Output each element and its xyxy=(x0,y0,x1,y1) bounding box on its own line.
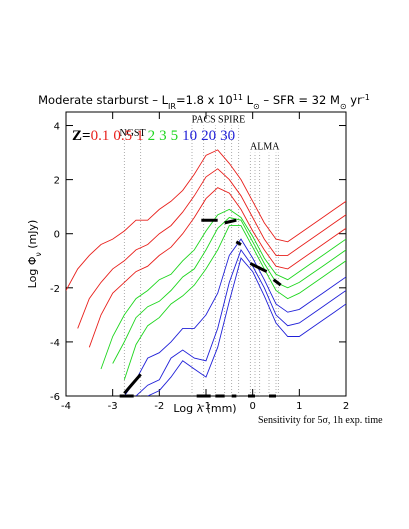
sed-curve xyxy=(100,208,346,370)
y-tick-label: 0 xyxy=(54,230,60,241)
x-tick-label: -2 xyxy=(154,401,164,412)
footnote: Sensitivity for 5σ, 1h exp. time xyxy=(258,415,383,426)
sensitivity-segment xyxy=(123,373,142,395)
y-tick-label: 2 xyxy=(54,176,60,187)
x-axis-label: Log λ (mm) xyxy=(173,402,236,415)
y-tick-label: -2 xyxy=(50,284,60,295)
legend-entry: 5 xyxy=(171,128,179,144)
x-tick-label: 2 xyxy=(343,401,349,412)
chart-title: Moderate starburst – LIR=1.8 x 1011 L⊙ –… xyxy=(38,93,370,111)
x-tick-label: -1 xyxy=(201,401,211,412)
sed-curve xyxy=(123,238,346,396)
text-part: -1 xyxy=(362,93,370,102)
legend-entry: 2 xyxy=(148,128,156,144)
y-tick-label: -4 xyxy=(50,338,60,349)
text-part: (mJy) xyxy=(26,220,39,253)
x-tick-label: -3 xyxy=(108,401,118,412)
instrument-label: PACS xyxy=(192,115,216,126)
instrument-label: NGST xyxy=(119,128,145,139)
sed-curve xyxy=(77,168,346,329)
sensitivity-segment xyxy=(272,278,282,287)
instrument-label: SPIRE xyxy=(218,115,245,126)
x-tick-label: 0 xyxy=(249,401,255,412)
legend: Z=0.1 0.5 1 2 3 5 10 20 30 xyxy=(72,128,235,144)
text-part: ⊙ xyxy=(253,102,260,111)
sed-curve xyxy=(66,149,346,291)
curves xyxy=(66,149,346,396)
text-part: =1.8 x 10 xyxy=(176,93,233,107)
sensitivity-segment xyxy=(249,262,268,273)
text-part: yr xyxy=(347,93,362,107)
sed-curve xyxy=(123,225,346,380)
legend-entry: 30 xyxy=(220,128,235,144)
legend-prefix: Z= xyxy=(72,128,91,144)
y-tick-label: -6 xyxy=(50,392,60,403)
legend-entry: 0.1 xyxy=(91,128,110,144)
sensitivity-segment xyxy=(224,218,237,225)
plot-frame xyxy=(65,111,347,397)
text-part: – SFR = 32 M xyxy=(260,93,340,107)
legend-entry: 10 xyxy=(182,128,197,144)
text-part: Moderate starburst – L xyxy=(38,93,169,107)
legend-entry: 3 xyxy=(159,128,167,144)
sed-curve xyxy=(147,257,346,396)
text-part: ⊙ xyxy=(340,102,347,111)
y-axis-label: Log Φν (mJy) xyxy=(26,220,43,289)
sed-curve xyxy=(88,187,346,348)
instrument-label: ALMA xyxy=(250,142,280,153)
sed-curve xyxy=(135,248,346,396)
x-tick-label: -4 xyxy=(61,401,71,412)
legend-entry: 20 xyxy=(201,128,216,144)
text-part: L xyxy=(243,93,254,107)
text-part: IR xyxy=(168,102,176,111)
sed-curve xyxy=(112,217,346,364)
legend-entry: 1 xyxy=(136,128,144,144)
legend-entry: 0.5 xyxy=(113,128,132,144)
y-tick-label: 4 xyxy=(54,122,60,133)
x-tick-label: 1 xyxy=(296,401,302,412)
text-part: Log Φ xyxy=(26,256,39,288)
text-part: 11 xyxy=(233,93,243,102)
text-part: ν xyxy=(34,252,43,256)
sensitivity-segment xyxy=(235,240,242,246)
